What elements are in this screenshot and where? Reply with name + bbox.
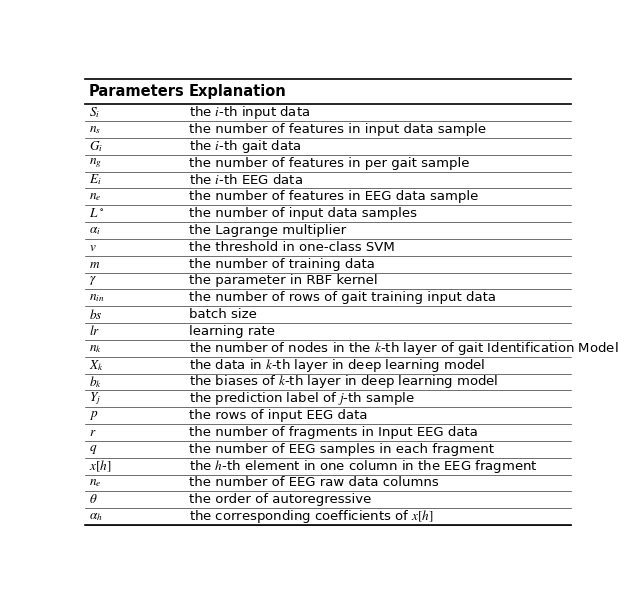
Text: the prediction label of $j$-th sample: the prediction label of $j$-th sample xyxy=(189,391,415,407)
Text: the number of features in input data sample: the number of features in input data sam… xyxy=(189,123,486,136)
Text: the $i$-th gait data: the $i$-th gait data xyxy=(189,138,301,155)
Text: $\alpha_h$: $\alpha_h$ xyxy=(89,510,102,523)
Text: $n_e$: $n_e$ xyxy=(89,476,101,489)
Text: the $i$-th input data: the $i$-th input data xyxy=(189,104,310,121)
Text: $X_k$: $X_k$ xyxy=(89,358,104,373)
Text: $G_i$: $G_i$ xyxy=(89,139,103,154)
Text: the threshold in one-class SVM: the threshold in one-class SVM xyxy=(189,241,395,254)
Text: $Y_j$: $Y_j$ xyxy=(89,391,101,407)
Text: $m$: $m$ xyxy=(89,258,100,271)
Text: the biases of $k$-th layer in deep learning model: the biases of $k$-th layer in deep learn… xyxy=(189,373,499,391)
Text: the number of training data: the number of training data xyxy=(189,258,375,271)
Text: the $i$-th EEG data: the $i$-th EEG data xyxy=(189,173,303,187)
Text: $n_s$: $n_s$ xyxy=(89,123,101,136)
Text: the corresponding coefficients of $x[h]$: the corresponding coefficients of $x[h]$ xyxy=(189,508,434,525)
Text: $p$: $p$ xyxy=(89,409,98,422)
Text: $\theta$: $\theta$ xyxy=(89,494,97,506)
Text: the $h$-th element in one column in the EEG fragment: the $h$-th element in one column in the … xyxy=(189,458,538,474)
Text: the number of features in per gait sample: the number of features in per gait sampl… xyxy=(189,156,470,170)
Text: $n_k$: $n_k$ xyxy=(89,342,102,355)
Text: $n_e$: $n_e$ xyxy=(89,190,101,203)
Text: $q$: $q$ xyxy=(89,443,97,456)
Text: Explanation: Explanation xyxy=(189,84,287,99)
Text: learning rate: learning rate xyxy=(189,325,275,338)
Text: $\gamma$: $\gamma$ xyxy=(89,274,97,288)
Text: $bs$: $bs$ xyxy=(89,308,102,322)
Text: $r$: $r$ xyxy=(89,426,97,439)
Text: Parameters: Parameters xyxy=(89,84,185,99)
Text: $\alpha_i$: $\alpha_i$ xyxy=(89,224,100,237)
Text: $E_i$: $E_i$ xyxy=(89,173,102,187)
Text: batch size: batch size xyxy=(189,308,257,321)
Text: the Lagrange multiplier: the Lagrange multiplier xyxy=(189,224,346,237)
Text: the rows of input EEG data: the rows of input EEG data xyxy=(189,409,367,422)
Text: $L^\circ$: $L^\circ$ xyxy=(89,207,104,220)
Text: the parameter in RBF kernel: the parameter in RBF kernel xyxy=(189,274,378,288)
Text: $n_{in}$: $n_{in}$ xyxy=(89,291,104,304)
Text: $b_k$: $b_k$ xyxy=(89,374,102,390)
Text: the number of EEG raw data columns: the number of EEG raw data columns xyxy=(189,476,439,489)
Text: $x[h]$: $x[h]$ xyxy=(89,458,111,474)
Text: the number of features in EEG data sample: the number of features in EEG data sampl… xyxy=(189,190,479,203)
Text: the order of autoregressive: the order of autoregressive xyxy=(189,494,371,506)
Text: the number of rows of gait training input data: the number of rows of gait training inpu… xyxy=(189,291,496,304)
Text: the number of fragments in Input EEG data: the number of fragments in Input EEG dat… xyxy=(189,426,478,439)
Text: $v$: $v$ xyxy=(89,241,97,254)
Text: the number of nodes in the $k$-th layer of gait Identification Model: the number of nodes in the $k$-th layer … xyxy=(189,340,619,357)
Text: $n_g$: $n_g$ xyxy=(89,156,102,170)
Text: $S_i$: $S_i$ xyxy=(89,105,100,120)
Text: $lr$: $lr$ xyxy=(89,325,100,338)
Text: the number of EEG samples in each fragment: the number of EEG samples in each fragme… xyxy=(189,443,494,456)
Text: the data in $k$-th layer in deep learning model: the data in $k$-th layer in deep learnin… xyxy=(189,356,486,374)
Text: the number of input data samples: the number of input data samples xyxy=(189,207,417,220)
